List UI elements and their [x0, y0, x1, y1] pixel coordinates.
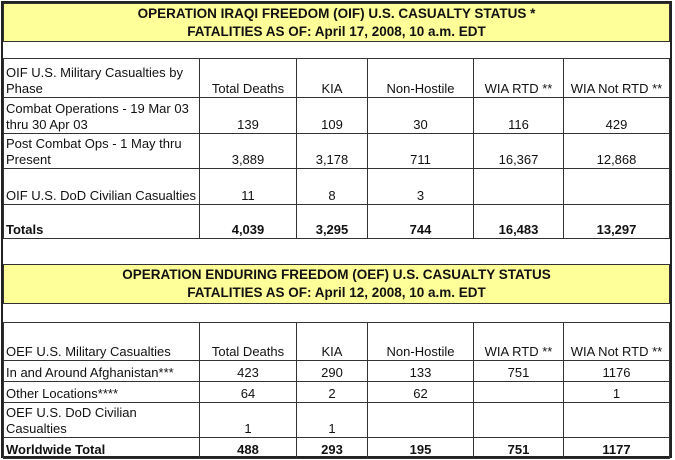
column-header: OEF U.S. Military Casualties — [3, 322, 200, 361]
title-line-2: FATALITIES AS OF: April 17, 2008, 10 a.m… — [187, 23, 486, 39]
row-label: In and Around Afghanistan*** — [3, 360, 200, 382]
row-label: Combat Operations - 19 Mar 03 thru 30 Ap… — [3, 97, 200, 134]
cell-value: 1 — [563, 381, 670, 403]
cell-value: 751 — [473, 360, 564, 382]
oif-header-row: OIF U.S. Military Casualties by Phase Tot… — [3, 58, 670, 98]
row-label: Post Combat Ops - 1 May thru Present — [3, 133, 200, 169]
table-row: OEF U.S. DoD Civilian Casualties 1 1 — [3, 402, 670, 438]
cell-value: 1177 — [563, 437, 670, 459]
cell-value: 751 — [473, 437, 564, 459]
cell-value: 12,868 — [563, 133, 670, 169]
title-line-2: FATALITIES AS OF: April 12, 2008, 10 a.m… — [187, 285, 486, 300]
cell-value: 488 — [199, 437, 297, 459]
table-row: Post Combat Ops - 1 May thru Present 3,88… — [3, 133, 670, 169]
spacer-row — [3, 41, 670, 59]
cell-value — [473, 381, 564, 403]
cell-value: 429 — [563, 97, 670, 134]
oef-title-row: OPERATION ENDURING FREEDOM (OEF) U.S. CA… — [3, 264, 670, 304]
oif-title-row: OPERATION IRAQI FREEDOM (OIF) U.S. CASUA… — [3, 3, 670, 42]
spacer-row — [3, 303, 670, 323]
cell-value: 8 — [296, 168, 368, 205]
table-row: OIF U.S. DoD Civilian Casualties 11 8 3 — [3, 168, 670, 205]
table-row: In and Around Afghanistan*** 423 290 133 751… — [3, 360, 670, 382]
cell-value: 30 — [367, 97, 474, 134]
spacer — [3, 238, 670, 265]
cell-value: 3,295 — [296, 204, 368, 239]
oif-title: OPERATION IRAQI FREEDOM (OIF) U.S. CASUA… — [3, 3, 670, 42]
totals-row: Totals 4,039 3,295 744 16,483 13,297 — [3, 204, 670, 239]
column-header: OIF U.S. Military Casualties by Phase — [3, 58, 200, 98]
cell-value: 62 — [367, 381, 474, 403]
cell-value: 711 — [367, 133, 474, 169]
column-header: Non-Hostile — [367, 322, 474, 361]
column-header: KIA — [296, 58, 368, 98]
cell-value: 116 — [473, 97, 564, 134]
cell-value — [473, 402, 564, 438]
cell-value: 64 — [199, 381, 297, 403]
spacer — [3, 41, 670, 59]
row-label: OEF U.S. DoD Civilian Casualties — [3, 402, 200, 438]
column-header: WIA RTD ** — [473, 322, 564, 361]
table-row: Other Locations**** 64 2 62 1 — [3, 381, 670, 403]
spacer-row — [3, 238, 670, 265]
column-header: WIA Not RTD ** — [563, 322, 670, 361]
casualty-table: OPERATION IRAQI FREEDOM (OIF) U.S. CASUA… — [3, 3, 670, 459]
row-label: Worldwide Total — [3, 437, 200, 459]
cell-value — [473, 168, 564, 205]
cell-value: 1 — [199, 402, 297, 438]
cell-value: 423 — [199, 360, 297, 382]
row-label: Other Locations**** — [3, 381, 200, 403]
column-header: Total Deaths — [199, 58, 297, 98]
column-header: Total Deaths — [199, 322, 297, 361]
cell-value: 16,367 — [473, 133, 564, 169]
cell-value: 3,889 — [199, 133, 297, 169]
cell-value: 4,039 — [199, 204, 297, 239]
row-label: Totals — [3, 204, 200, 239]
cell-value — [563, 402, 670, 438]
cell-value: 1176 — [563, 360, 670, 382]
column-header: WIA RTD ** — [473, 58, 564, 98]
column-header: KIA — [296, 322, 368, 361]
cell-value: 133 — [367, 360, 474, 382]
cell-value: 139 — [199, 97, 297, 134]
totals-row: Worldwide Total 488 293 195 751 1177 — [3, 437, 670, 459]
cell-value: 195 — [367, 437, 474, 459]
column-header: Non-Hostile — [367, 58, 474, 98]
cell-value: 16,483 — [473, 204, 564, 239]
table-row: Combat Operations - 19 Mar 03 thru 30 Ap… — [3, 97, 670, 134]
cell-value: 13,297 — [563, 204, 670, 239]
cell-value — [367, 402, 474, 438]
column-header: WIA Not RTD ** — [563, 58, 670, 98]
cell-value: 1 — [296, 402, 368, 438]
cell-value — [563, 168, 670, 205]
row-label: OIF U.S. DoD Civilian Casualties — [3, 168, 200, 205]
oef-header-row: OEF U.S. Military Casualties Total Deaths… — [3, 322, 670, 361]
oef-title: OPERATION ENDURING FREEDOM (OEF) U.S. CA… — [3, 264, 670, 304]
title-line-1: OPERATION IRAQI FREEDOM (OIF) U.S. CASUA… — [137, 5, 536, 21]
cell-value: 290 — [296, 360, 368, 382]
title-line-1: OPERATION ENDURING FREEDOM (OEF) U.S. CA… — [122, 267, 551, 282]
cell-value: 744 — [367, 204, 474, 239]
cell-value: 11 — [199, 168, 297, 205]
cell-value: 2 — [296, 381, 368, 403]
cell-value: 3 — [367, 168, 474, 205]
cell-value: 293 — [296, 437, 368, 459]
cell-value: 109 — [296, 97, 368, 134]
cell-value: 3,178 — [296, 133, 368, 169]
spacer — [3, 303, 670, 323]
